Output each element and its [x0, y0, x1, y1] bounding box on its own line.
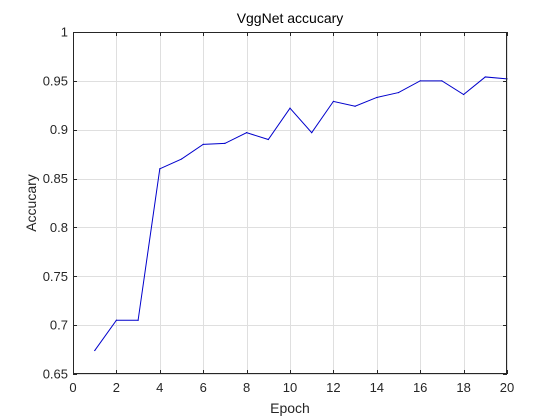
data-point: [202, 143, 204, 145]
data-point: [289, 107, 291, 109]
y-axis-title: Accucary: [23, 174, 39, 232]
data-point: [354, 105, 356, 107]
ticks-layer: 0 2 4 6 8 10 12 14 16 18 20 0.65 0.7 0.75 0.8 0.85 0.9 0.…: [43, 25, 515, 396]
x-tick-label: 12: [326, 380, 340, 395]
y-tick-label: 0.85: [43, 171, 68, 186]
y-tick-label: 0.9: [50, 122, 68, 137]
y-tick-label: 0.95: [43, 73, 68, 88]
x-tick-label: 18: [456, 380, 470, 395]
data-point: [419, 80, 421, 82]
x-tick-label: 10: [283, 380, 297, 395]
series-line: [94, 76, 508, 351]
data-point: [484, 76, 486, 78]
data-point: [159, 168, 161, 170]
data-point: [94, 349, 96, 352]
x-tick-label: 6: [200, 380, 207, 395]
data-point: [137, 319, 139, 321]
plot-area: 0 2 4 6 8 10 12 14 16 18 20 0.65 0.7 0.75 0.8 0.85 0.9 0.…: [43, 25, 515, 396]
data-point: [311, 132, 313, 134]
data-point: [224, 142, 226, 144]
x-tick-label: 16: [413, 380, 427, 395]
chart-title: VggNet accucary: [237, 10, 344, 26]
y-tick-label: 1: [61, 25, 68, 40]
data-point: [115, 319, 117, 321]
data-point: [376, 96, 378, 99]
y-tick-label: 0.65: [43, 367, 68, 382]
x-tick-label: 14: [370, 380, 384, 395]
data-point: [441, 80, 443, 82]
data-point: [267, 138, 269, 141]
y-tick-label: 0.75: [43, 269, 68, 284]
x-tick-label: 20: [500, 380, 514, 395]
x-tick-label: 8: [243, 380, 250, 395]
x-axis-title: Epoch: [270, 400, 310, 416]
data-point: [180, 158, 183, 160]
x-tick-label: 0: [69, 380, 76, 395]
series-layer: [94, 76, 508, 352]
y-tick-label: 0.8: [50, 220, 68, 235]
y-tick-label: 0.7: [50, 318, 68, 333]
data-point: [463, 93, 465, 96]
data-point: [332, 100, 334, 102]
x-tick-label: 4: [156, 380, 163, 395]
x-tick-label: 2: [113, 380, 120, 395]
data-point: [397, 91, 400, 94]
data-point: [246, 132, 248, 134]
